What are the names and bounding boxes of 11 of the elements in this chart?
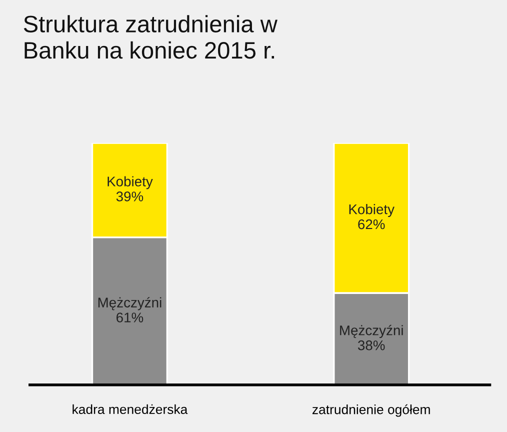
data-label: 38%	[358, 340, 385, 350]
data-label: 39%	[116, 192, 144, 202]
chart-title: Struktura zatrudnienia w Banku na koniec 2015 r.	[24, 15, 278, 59]
text: Kobiety	[349, 204, 394, 217]
data-label: 62%	[358, 219, 385, 230]
text: Mężczyźni	[340, 324, 403, 338]
x-tick-label: kadra menedżerska	[72, 404, 188, 414]
x-tick-label: zatrudnienie ogółem	[312, 404, 430, 417]
data-label: 61%	[116, 312, 144, 322]
series-label: Kobiety	[108, 176, 153, 190]
series-label: Mężczyźni	[98, 297, 162, 310]
